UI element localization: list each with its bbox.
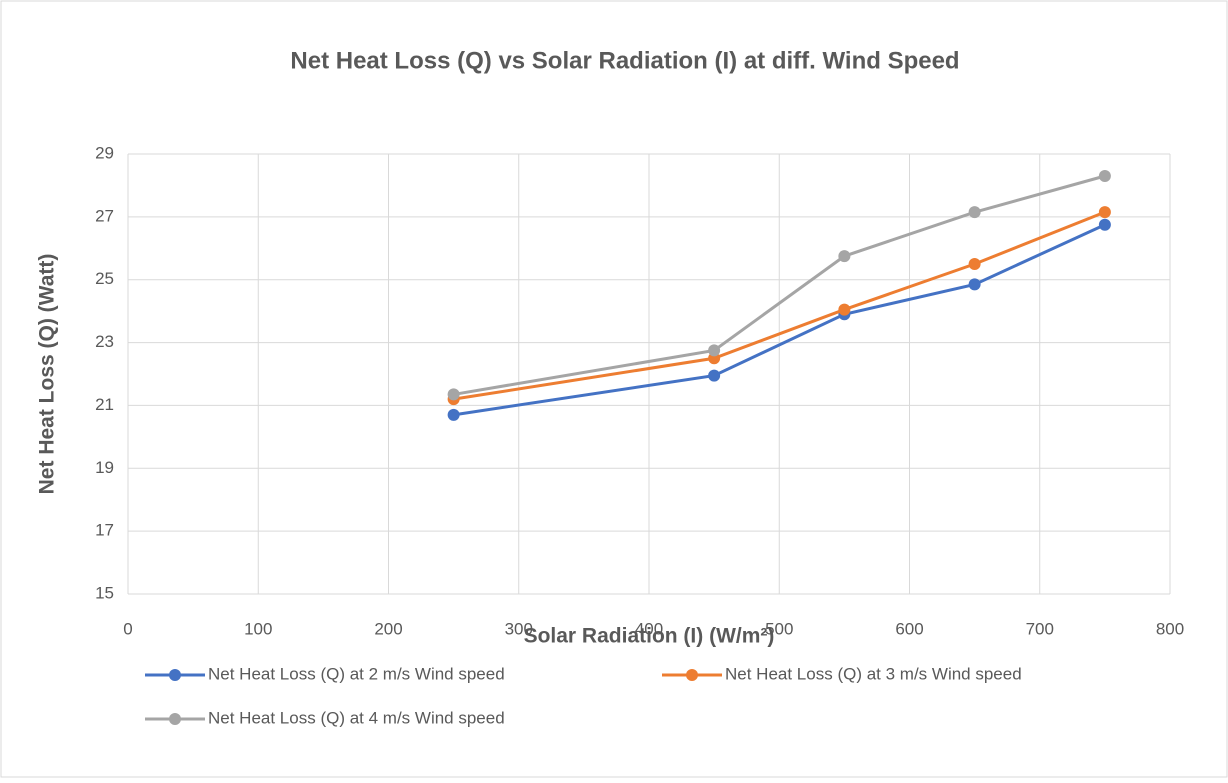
data-point: [838, 303, 851, 316]
y-tick-label: 27: [95, 206, 114, 225]
y-tick-label: 25: [95, 269, 114, 288]
x-tick-label: 300: [505, 619, 533, 638]
legend-label: Net Heat Loss (Q) at 4 m/s Wind speed: [208, 708, 505, 727]
legend-marker: [169, 669, 181, 681]
x-tick-label: 0: [123, 619, 132, 638]
x-tick-label: 800: [1156, 619, 1184, 638]
legend-label: Net Heat Loss (Q) at 3 m/s Wind speed: [725, 664, 1022, 683]
x-tick-label: 200: [374, 619, 402, 638]
data-point: [708, 369, 721, 382]
x-tick-label: 100: [244, 619, 272, 638]
data-point: [447, 408, 460, 421]
y-axis-label: Net Heat Loss (Q) (Watt): [36, 254, 59, 495]
y-tick-label: 19: [95, 458, 114, 477]
legend-marker: [686, 669, 698, 681]
data-point: [1098, 170, 1111, 182]
data-point: [1098, 218, 1111, 231]
x-tick-label: 700: [1026, 619, 1054, 638]
x-tick-label: 400: [635, 619, 663, 638]
y-tick-label: 21: [95, 395, 114, 414]
y-tick-label: 17: [95, 521, 114, 540]
y-tick-label: 29: [95, 143, 114, 162]
legend-label: Net Heat Loss (Q) at 2 m/s Wind speed: [208, 664, 505, 683]
data-point: [838, 250, 851, 263]
data-point: [968, 206, 981, 219]
data-point: [968, 258, 981, 270]
data-point: [1098, 206, 1111, 219]
data-point: [968, 278, 981, 291]
x-axis-label: Solar Radiation (I) (W/m²): [524, 625, 775, 648]
data-point: [708, 344, 721, 357]
chart-title: Net Heat Loss (Q) vs Solar Radiation (I)…: [290, 47, 959, 74]
y-tick-label: 15: [95, 583, 114, 602]
legend-marker: [169, 713, 181, 725]
y-tick-label: 23: [95, 332, 114, 351]
x-tick-label: 600: [895, 619, 923, 638]
x-tick-label: 500: [765, 619, 793, 638]
data-point: [447, 388, 460, 401]
